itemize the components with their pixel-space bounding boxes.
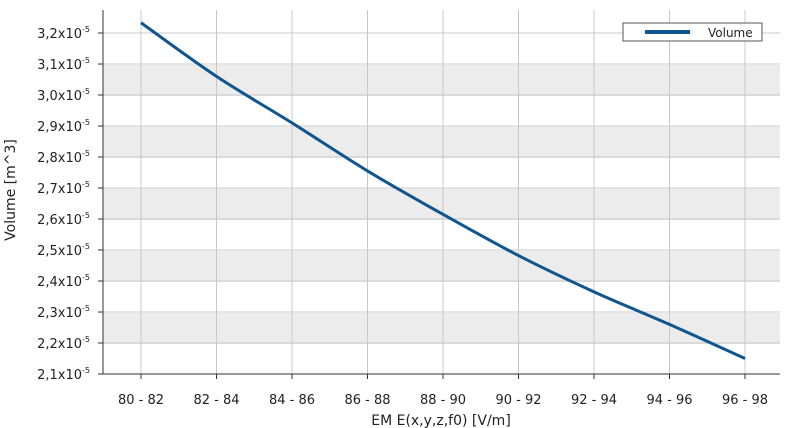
legend-label-volume: Volume [708,26,753,40]
legend: Volume [622,22,763,42]
y-tick-label: 2,6x10-5 [37,211,90,228]
x-tick-label: 80 - 82 [118,393,164,408]
y-tick-label: 3,2x10-5 [37,25,90,42]
y-tick-label: 2,8x10-5 [37,149,90,166]
y-tick-labels: 2,1x10-5 2,2x10-5 2,3x10-5 2,4x10-5 2,5x10-5… [37,25,90,383]
y-tick-label: 2,7x10-5 [37,180,90,197]
grid-lines [103,10,780,375]
x-tick-label: 82 - 84 [193,393,239,408]
y-tick-label: 2,4x10-5 [37,273,90,290]
y-tick-label: 2,2x10-5 [37,335,90,352]
y-tick-label: 3,0x10-5 [37,87,90,104]
axes [98,10,780,379]
plot-band [103,251,780,282]
x-tick-label: 84 - 86 [269,393,315,408]
x-tick-label: 96 - 98 [722,393,768,408]
plot-band [103,313,780,344]
y-axis-title: Volume [m^3] [3,139,19,241]
y-tick-label: 2,3x10-5 [37,304,90,321]
x-tick-label: 94 - 96 [646,393,692,408]
plot-band [103,65,780,96]
x-tick-label: 86 - 88 [344,393,390,408]
y-tick-label: 3,1x10-5 [37,56,90,73]
y-tick-label: 2,1x10-5 [37,366,90,383]
x-tick-label: 90 - 92 [495,393,541,408]
x-tick-label: 92 - 94 [571,393,617,408]
plot-bands [103,65,780,344]
x-axis-title: EM E(x,y,z,f0) [V/m] [371,413,511,428]
y-tick-label: 2,9x10-5 [37,118,90,135]
plot-band [103,127,780,158]
y-tick-label: 2,5x10-5 [37,242,90,259]
x-tick-label: 88 - 90 [420,393,466,408]
plot-band [103,189,780,220]
series-group [140,21,746,360]
x-tick-labels: 80 - 82 82 - 84 84 - 86 86 - 88 88 - 90 90 - … [118,393,768,408]
legend-box [622,22,763,42]
